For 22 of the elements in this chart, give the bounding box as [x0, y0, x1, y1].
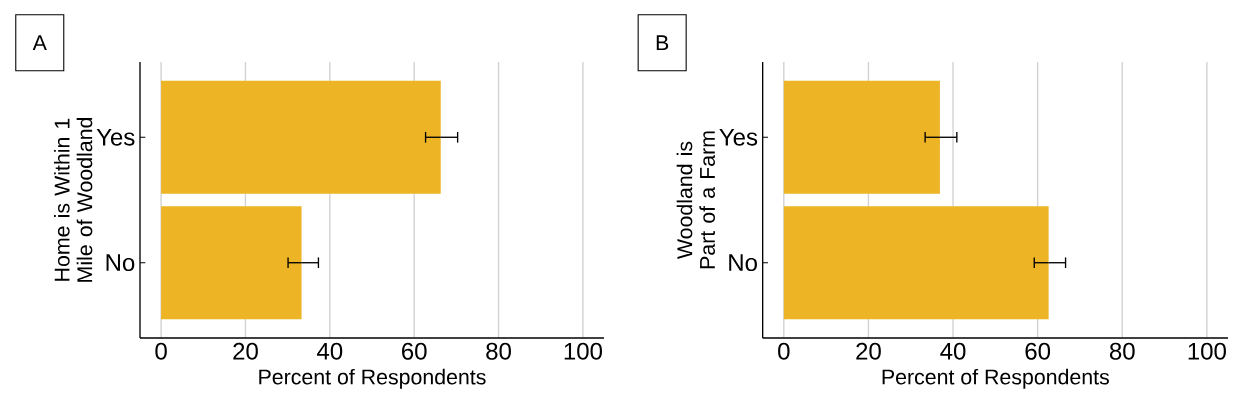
x-tick-label: 20 [856, 342, 881, 360]
x-axis-title: Percent of Respondents [882, 368, 1109, 389]
x-tick-label: 60 [402, 342, 427, 360]
x-tick-label: 80 [1109, 342, 1135, 360]
x-tick-label: 100 [564, 342, 602, 360]
x-tick-label: 20 [233, 342, 258, 360]
x-axis-title: Percent of Respondents [259, 368, 486, 389]
chart-title: B [656, 35, 669, 51]
y-tick-label: Yes [719, 128, 758, 146]
chart-title: A [32, 35, 47, 51]
y-axis-title: Home is Within 1 Mile of Woodland [53, 117, 93, 282]
y-tick-label: No [729, 254, 757, 272]
x-tick-label: 100 [1188, 342, 1226, 360]
x-tick-label: 0 [778, 342, 790, 360]
y-tick-label: No [106, 254, 135, 272]
y-axis-title: Woodland is Part of a Farm [676, 131, 715, 269]
y-tick-label: Yes [96, 128, 135, 146]
x-tick-label: 0 [155, 342, 167, 360]
x-tick-label: 40 [940, 342, 966, 360]
x-tick-label: 80 [486, 342, 511, 360]
x-tick-label: 60 [1025, 342, 1051, 360]
x-tick-label: 40 [317, 342, 343, 360]
